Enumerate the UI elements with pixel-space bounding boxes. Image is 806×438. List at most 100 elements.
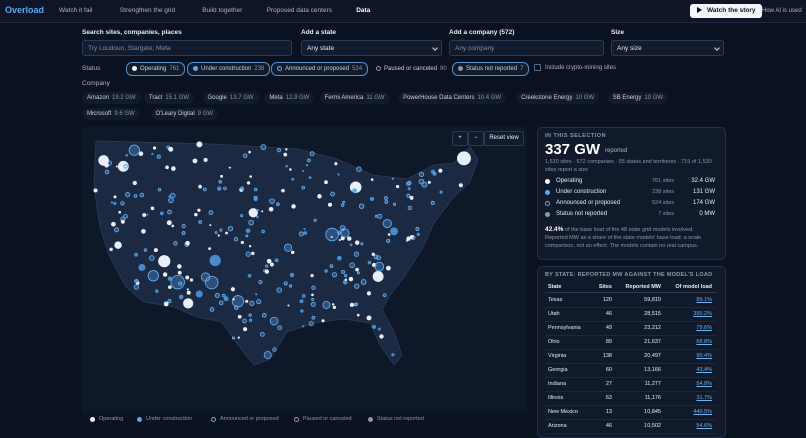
site-dot[interactable] [192, 158, 198, 164]
site-dot[interactable] [302, 169, 305, 172]
site-dot[interactable] [391, 177, 395, 180]
site-dot[interactable] [342, 279, 348, 285]
site-dot[interactable] [120, 201, 125, 206]
site-dot[interactable] [237, 314, 242, 319]
site-dot[interactable] [232, 298, 235, 301]
site-dot[interactable] [409, 195, 414, 200]
site-dot[interactable] [132, 180, 137, 186]
site-dot[interactable] [110, 201, 114, 204]
site-dot[interactable] [384, 196, 388, 200]
site-dot[interactable] [457, 151, 471, 166]
site-dot[interactable] [291, 204, 296, 209]
site-dot[interactable] [324, 180, 328, 185]
site-dot[interactable] [360, 242, 364, 246]
site-dot[interactable] [324, 269, 328, 273]
site-dot[interactable] [214, 293, 220, 299]
site-dot[interactable] [149, 255, 155, 261]
site-dot[interactable] [197, 208, 201, 212]
site-dot[interactable] [358, 203, 365, 209]
company-chip[interactable]: Meta 12.9 GW [264, 92, 315, 104]
site-dot[interactable] [416, 232, 420, 236]
site-dot[interactable] [334, 162, 338, 166]
site-dot[interactable] [349, 243, 353, 247]
site-dot[interactable] [225, 231, 228, 235]
site-dot[interactable] [344, 274, 348, 278]
site-dot[interactable] [330, 191, 335, 197]
site-dot[interactable] [146, 213, 149, 216]
site-dot[interactable] [281, 188, 285, 193]
nav-link[interactable]: Strengthen the grid [119, 7, 176, 14]
site-dot[interactable] [409, 235, 414, 239]
site-dot[interactable] [261, 313, 267, 318]
site-dot[interactable] [181, 224, 186, 229]
site-dot[interactable] [377, 213, 383, 219]
select[interactable]: Any size [611, 40, 724, 56]
site-dot[interactable] [255, 215, 259, 219]
site-dot[interactable] [391, 353, 395, 357]
site-dot[interactable] [178, 294, 184, 300]
site-dot[interactable] [228, 166, 231, 169]
site-dot[interactable] [249, 300, 255, 306]
status-chip[interactable]: Paused or canceled 90 [370, 62, 453, 76]
site-dot[interactable] [233, 237, 239, 242]
site-dot[interactable] [344, 278, 348, 282]
site-dot[interactable] [245, 234, 249, 238]
site-dot[interactable] [208, 210, 214, 216]
site-dot[interactable] [370, 178, 374, 181]
site-dot[interactable] [418, 178, 425, 185]
site-dot[interactable] [390, 227, 398, 236]
site-dot[interactable] [259, 331, 265, 337]
site-dot[interactable] [165, 165, 169, 170]
site-dot[interactable] [354, 240, 360, 245]
site-dot[interactable] [214, 231, 218, 234]
site-dot[interactable] [374, 214, 378, 218]
site-dot[interactable] [138, 151, 144, 157]
site-dot[interactable] [171, 166, 176, 171]
site-dot[interactable] [276, 148, 282, 153]
site-dot[interactable] [253, 187, 258, 192]
site-dot[interactable] [167, 299, 172, 304]
site-dot[interactable] [157, 188, 162, 192]
site-dot[interactable] [200, 272, 211, 282]
site-dot[interactable] [183, 298, 194, 309]
site-dot[interactable] [310, 301, 316, 307]
site-dot[interactable] [300, 309, 304, 313]
site-dot[interactable] [208, 247, 212, 251]
site-dot[interactable] [249, 318, 253, 322]
site-dot[interactable] [158, 255, 171, 268]
site-dot[interactable] [430, 200, 435, 205]
site-dot[interactable] [227, 225, 234, 232]
site-dot[interactable] [376, 255, 381, 261]
site-dot[interactable] [438, 168, 443, 173]
site-dot[interactable] [177, 264, 182, 269]
site-dot[interactable] [356, 166, 362, 172]
site-dot[interactable] [369, 196, 375, 202]
status-chip[interactable]: Under construction 238 [187, 62, 271, 76]
site-dot[interactable] [251, 251, 255, 256]
site-dot[interactable] [246, 181, 251, 185]
site-dot[interactable] [309, 151, 315, 157]
site-dot[interactable] [355, 267, 359, 272]
site-dot[interactable] [168, 195, 171, 198]
site-dot[interactable] [327, 202, 333, 207]
site-dot[interactable] [310, 273, 314, 278]
site-dot[interactable] [243, 327, 248, 332]
company-chip[interactable]: Microsoft 9.6 GW [82, 108, 140, 120]
site-dot[interactable] [406, 236, 411, 241]
site-dot[interactable] [263, 351, 272, 360]
site-dot[interactable] [298, 231, 304, 237]
site-dot[interactable] [218, 300, 224, 306]
checkbox[interactable] [534, 64, 541, 71]
site-dot[interactable] [406, 181, 411, 186]
site-dot[interactable] [277, 325, 283, 331]
site-dot[interactable] [337, 173, 340, 176]
site-dot[interactable] [360, 279, 367, 285]
site-dot[interactable] [118, 210, 122, 214]
site-dot[interactable] [195, 290, 203, 298]
site-dot[interactable] [317, 194, 322, 199]
site-dot[interactable] [219, 228, 223, 232]
site-dot[interactable] [329, 264, 334, 269]
site-dot[interactable] [245, 228, 251, 234]
company-chip[interactable]: O'Leary Digital 9 GW [150, 108, 219, 120]
site-dot[interactable] [163, 301, 169, 307]
